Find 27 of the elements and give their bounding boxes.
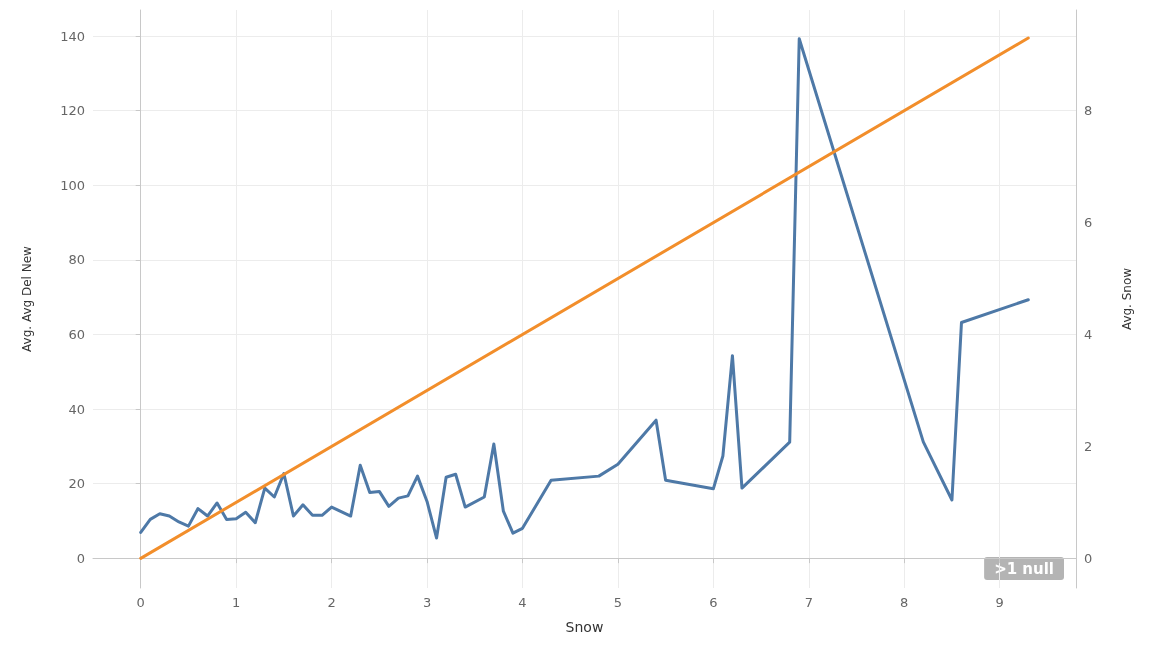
y-tick-label: 40 bbox=[68, 401, 85, 417]
x-tick-label: 7 bbox=[804, 595, 813, 610]
y2-tick-label: 0 bbox=[1084, 550, 1093, 566]
x-tick-label: 0 bbox=[136, 595, 145, 610]
x-tick-label: 6 bbox=[709, 595, 718, 610]
x-axis-title: Snow bbox=[565, 619, 604, 635]
y-tick-label: 80 bbox=[68, 252, 85, 268]
x-tick-label: 1 bbox=[232, 595, 241, 610]
y2-axis-title: Avg. Snow bbox=[1120, 267, 1134, 331]
x-tick-label: 4 bbox=[518, 595, 527, 610]
y-tick-label: 20 bbox=[68, 476, 85, 492]
y2-tick-label: 6 bbox=[1084, 215, 1093, 231]
annotation: >1 null bbox=[994, 559, 1055, 578]
y2-tick-label: 2 bbox=[1084, 438, 1093, 454]
y-axis-title: Avg. Avg Del New bbox=[20, 245, 34, 352]
x-tick-label: 5 bbox=[613, 595, 623, 610]
x-tick-label: 9 bbox=[995, 595, 1004, 610]
y-tick-label: 0 bbox=[76, 550, 85, 566]
x-tick-label: 3 bbox=[422, 595, 432, 610]
y2-tick-label: 4 bbox=[1084, 327, 1093, 343]
y-tick-label: 100 bbox=[60, 177, 85, 193]
y-tick-label: 120 bbox=[60, 103, 85, 119]
y-tick-label: 60 bbox=[68, 326, 85, 342]
x-tick-label: 2 bbox=[327, 595, 336, 610]
x-tick-label: 8 bbox=[900, 595, 909, 610]
y2-tick-label: 8 bbox=[1084, 103, 1093, 119]
y-tick-label: 140 bbox=[60, 28, 85, 44]
